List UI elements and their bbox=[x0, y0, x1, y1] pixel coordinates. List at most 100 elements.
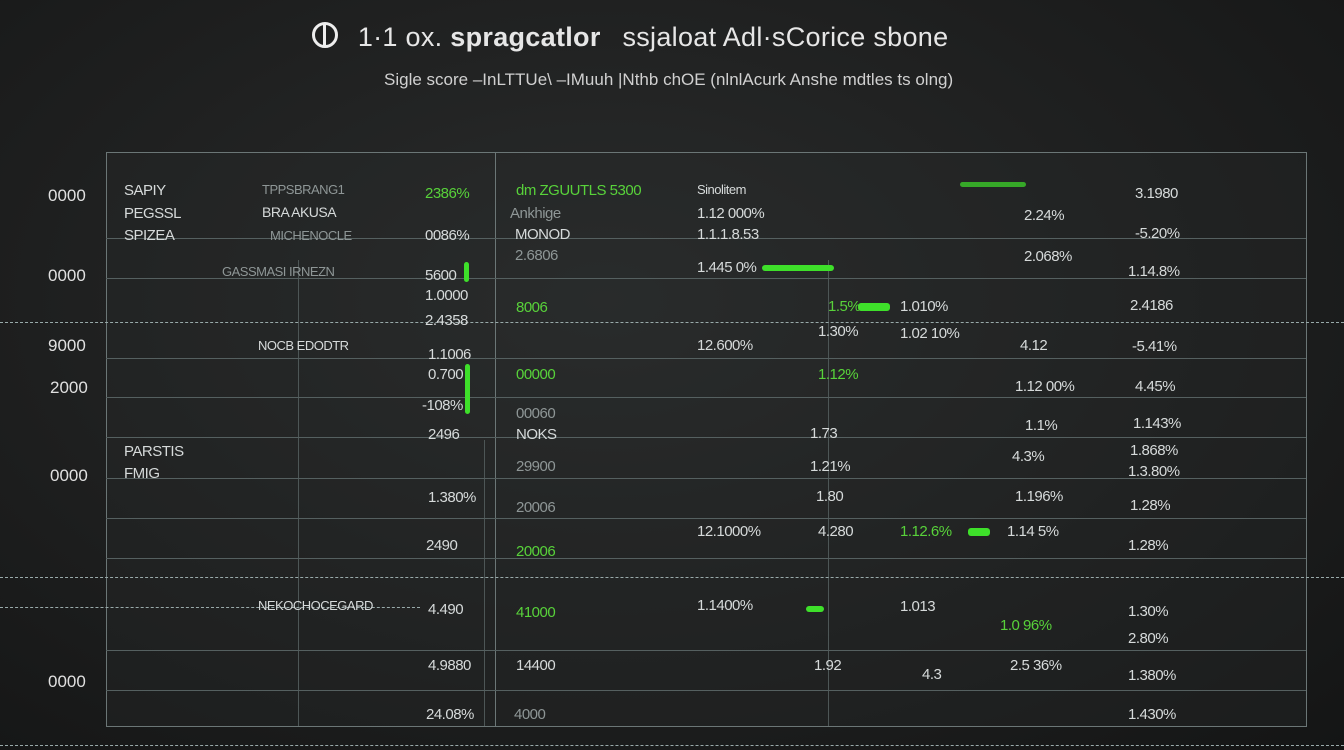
table-cell: 4.490 bbox=[428, 601, 464, 618]
table-cell: 1.0 96% bbox=[1000, 617, 1052, 634]
data-table bbox=[106, 152, 1307, 727]
table-cell: PARSTIS bbox=[124, 443, 184, 460]
title-prefix: 1·1 ox. bbox=[357, 22, 443, 52]
table-cell: BRA AKUSA bbox=[262, 204, 337, 220]
column-divider bbox=[484, 440, 485, 726]
green-marker bbox=[762, 265, 834, 271]
table-cell: 2.80% bbox=[1128, 630, 1169, 647]
dashed-line bbox=[0, 577, 1344, 578]
axis-label: 2000 bbox=[50, 378, 88, 397]
table-cell: 1.5% bbox=[828, 298, 861, 315]
table-cell: 1.1% bbox=[1025, 417, 1058, 434]
table-cell: 5600 bbox=[425, 267, 457, 284]
table-cell: 2.24% bbox=[1024, 207, 1065, 224]
table-cell: PEGSSL bbox=[124, 205, 182, 222]
table-cell: 20006 bbox=[516, 543, 556, 560]
column-divider bbox=[828, 260, 829, 726]
table-cell: NOCB EDODTR bbox=[258, 338, 349, 353]
row-line bbox=[106, 238, 1306, 239]
row-line bbox=[106, 690, 1306, 691]
axis-label: 0000 bbox=[48, 266, 86, 285]
table-cell: 12.1000% bbox=[697, 523, 761, 540]
table-cell: 1.010% bbox=[900, 298, 948, 315]
subtitle: Sigle score –InLTTUe\ –IMuuh |Nthb chOE … bbox=[384, 70, 954, 89]
table-cell: MONOD bbox=[515, 226, 571, 243]
table-cell: 1.1.1.8.53 bbox=[697, 226, 759, 243]
table-cell: 1.12% bbox=[818, 366, 859, 383]
table-cell: 1.14.8% bbox=[1128, 263, 1180, 280]
table-cell: 1.380% bbox=[1128, 667, 1176, 684]
table-cell: 1.14 5% bbox=[1007, 523, 1059, 540]
table-cell: 2.5 36% bbox=[1010, 657, 1062, 674]
table-cell: 1.28% bbox=[1130, 497, 1171, 514]
table-cell: 1.30% bbox=[818, 323, 859, 340]
table-cell: 1.013 bbox=[900, 598, 936, 615]
green-marker bbox=[968, 528, 990, 536]
table-cell: 14400 bbox=[516, 657, 556, 674]
table-cell: 2.6806 bbox=[515, 247, 558, 264]
table-cell: 1.868% bbox=[1130, 442, 1178, 459]
table-cell: 1.02 10% bbox=[900, 325, 960, 342]
table-cell: 1.92 bbox=[814, 657, 842, 674]
table-cell: NEKOCHOCEGARD bbox=[258, 598, 373, 613]
table-cell: Ankhige bbox=[510, 205, 561, 222]
table-cell: 1.30% bbox=[1128, 603, 1169, 620]
table-cell: NOKS bbox=[516, 426, 557, 443]
table-cell: 4.280 bbox=[818, 523, 854, 540]
logo-icon bbox=[312, 22, 338, 48]
table-cell: 24.08% bbox=[426, 706, 474, 723]
green-marker bbox=[465, 364, 470, 414]
table-cell: SPIZEA bbox=[124, 227, 175, 244]
table-cell: 3.1980 bbox=[1135, 185, 1178, 202]
row-line bbox=[106, 650, 1306, 651]
row-line bbox=[106, 558, 1306, 559]
table-cell: 12.600% bbox=[697, 337, 753, 354]
table-cell: dm ZGUUTLS 5300 bbox=[516, 182, 642, 199]
row-line bbox=[106, 478, 1306, 479]
table-cell: 1.12 00% bbox=[1015, 378, 1075, 395]
table-cell: 00000 bbox=[516, 366, 556, 383]
table-cell: 2386% bbox=[425, 185, 470, 202]
table-cell: MICHENOCLE bbox=[270, 228, 352, 243]
table-cell: 2496 bbox=[428, 426, 460, 443]
table-cell: 0.700 bbox=[428, 366, 464, 383]
table-cell: -5.20% bbox=[1135, 225, 1180, 242]
table-cell: 1.1006 bbox=[428, 346, 471, 363]
table-cell: 1.380% bbox=[428, 489, 476, 506]
green-marker bbox=[858, 303, 890, 311]
table-cell: 1.0000 bbox=[425, 287, 468, 304]
table-cell: 4.45% bbox=[1135, 378, 1176, 395]
table-cell: GASSMASI IRNEZN bbox=[222, 264, 335, 279]
row-line bbox=[106, 358, 1306, 359]
table-cell: Sinolitem bbox=[697, 182, 746, 197]
table-cell: 1.430% bbox=[1128, 706, 1176, 723]
dashed-line bbox=[0, 745, 1344, 746]
table-cell: 1.28% bbox=[1128, 537, 1169, 554]
axis-label: 0000 bbox=[50, 466, 88, 485]
column-divider bbox=[298, 260, 299, 726]
table-cell: 4000 bbox=[514, 706, 546, 723]
table-cell: 4.3 bbox=[922, 666, 942, 683]
green-marker bbox=[960, 182, 1026, 187]
table-cell: 4.12 bbox=[1020, 337, 1048, 354]
table-cell: 1.1400% bbox=[697, 597, 753, 614]
table-cell: 2490 bbox=[426, 537, 458, 554]
table-cell: 1.3.80% bbox=[1128, 463, 1180, 480]
table-cell: 1.21% bbox=[810, 458, 851, 475]
table-cell: 2.4358 bbox=[425, 312, 468, 329]
axis-label: 0000 bbox=[48, 672, 86, 691]
table-cell: 20006 bbox=[516, 499, 556, 516]
table-cell: 1.143% bbox=[1133, 415, 1181, 432]
row-line bbox=[106, 397, 1306, 398]
table-cell: 1.445 0% bbox=[697, 259, 757, 276]
table-cell: 8006 bbox=[516, 299, 548, 316]
table-cell: 1.73 bbox=[810, 425, 838, 442]
row-line bbox=[106, 278, 1306, 279]
table-cell: 1.12 000% bbox=[697, 205, 765, 222]
dashed-line bbox=[0, 322, 1344, 323]
table-cell: 41000 bbox=[516, 604, 556, 621]
page-title: 1·1 ox. spragcatlor ssjaloat Adl·sCorice… bbox=[312, 22, 948, 53]
table-cell: -108% bbox=[422, 397, 463, 414]
green-marker bbox=[806, 606, 824, 612]
table-cell: 1.196% bbox=[1015, 488, 1063, 505]
